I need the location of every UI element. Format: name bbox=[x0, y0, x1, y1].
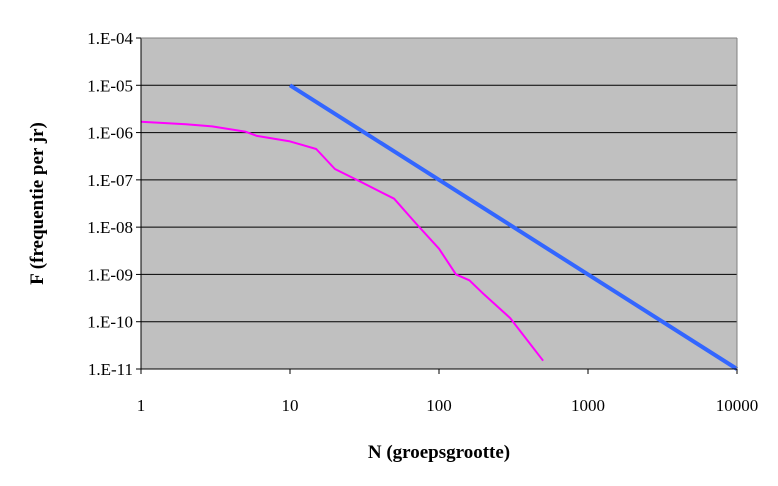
y-tick-label: 1.E-11 bbox=[88, 360, 133, 379]
series-line-2 bbox=[140, 120, 544, 362]
y-tick-label: 1.E-08 bbox=[87, 218, 133, 237]
y-axis-title: F (frequentie per jr) bbox=[27, 122, 48, 285]
x-tick-label: 1 bbox=[137, 396, 146, 415]
y-tick-label: 1.E-05 bbox=[87, 76, 133, 95]
series-group bbox=[140, 83, 739, 371]
y-tick-labels: 1.E-04 1.E-05 1.E-06 1.E-07 1.E-08 1.E-09 1.E-… bbox=[87, 29, 133, 379]
y-tick-label: 1.E-10 bbox=[87, 313, 133, 332]
x-tick-label: 100 bbox=[426, 396, 452, 415]
y-tick-label: 1.E-06 bbox=[87, 124, 133, 143]
x-tick-labels: 1 10 100 1000 10000 bbox=[137, 396, 759, 415]
x-tick-label: 10 bbox=[282, 396, 299, 415]
y-tick-label: 1.E-09 bbox=[87, 265, 133, 284]
y-tick-label: 1.E-07 bbox=[87, 171, 133, 190]
x-tick-label: 1000 bbox=[571, 396, 605, 415]
gridlines bbox=[141, 37, 737, 323]
x-axis-title: N (groepsgrootte) bbox=[368, 442, 510, 463]
y-tick-label: 1.E-04 bbox=[87, 29, 133, 48]
plot-area bbox=[141, 38, 737, 369]
x-tick-label: 10000 bbox=[716, 396, 759, 415]
axes bbox=[136, 37, 738, 374]
series-line-1 bbox=[288, 83, 739, 371]
